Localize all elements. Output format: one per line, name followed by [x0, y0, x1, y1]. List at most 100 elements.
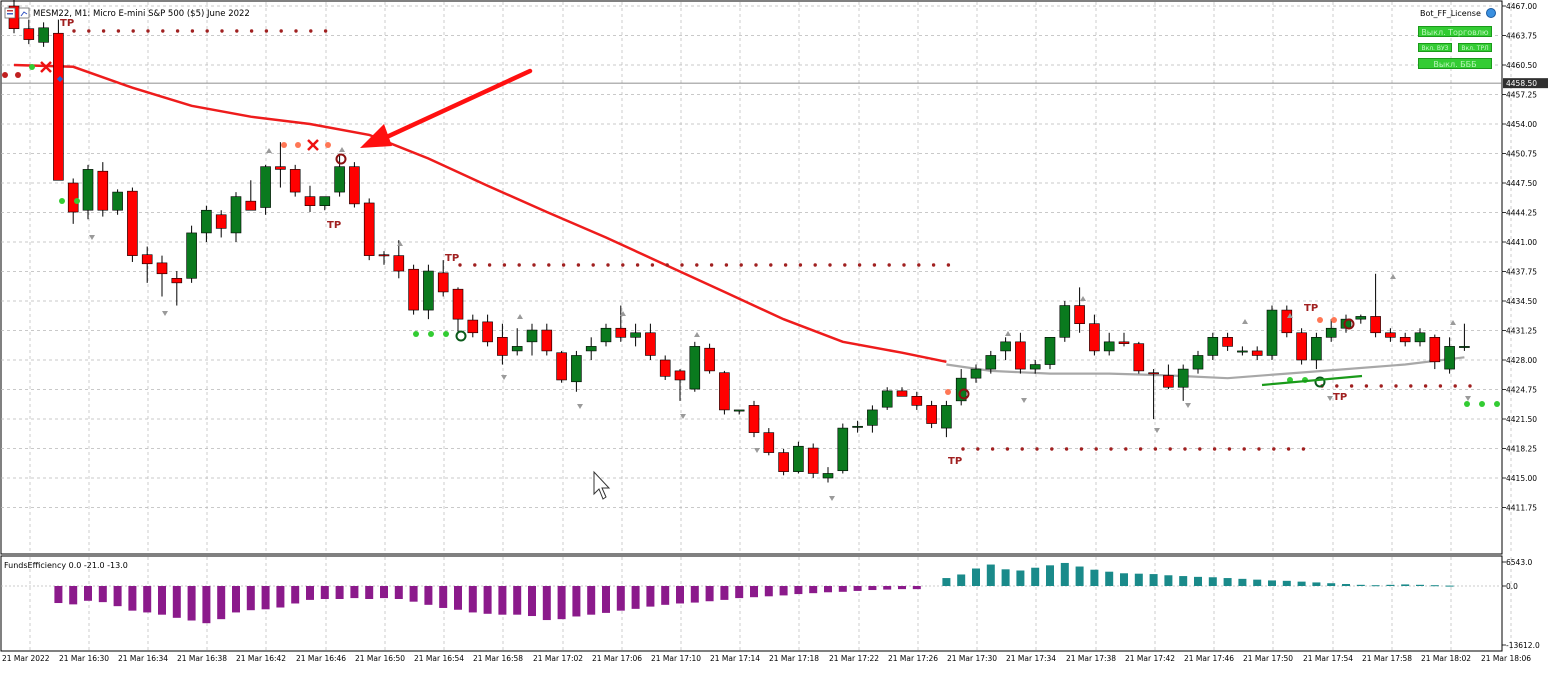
- positive-histogram-bar: [972, 568, 980, 586]
- bearish-candle: [541, 329, 553, 352]
- take-profit-dot: [576, 263, 581, 267]
- take-profit-dot: [621, 263, 625, 267]
- position-marker-icon: [455, 330, 467, 342]
- take-profit-dot: [754, 263, 758, 267]
- positive-histogram-bar: [942, 578, 951, 586]
- take-profit-dot: [857, 263, 862, 267]
- negative-histogram-bar: [912, 586, 921, 590]
- take-profit-dot: [695, 263, 699, 267]
- fractal-down-arrow-icon: [829, 496, 835, 501]
- take-profit-dot: [116, 29, 121, 33]
- negative-histogram-bar: [690, 586, 699, 603]
- take-profit-dot: [235, 29, 239, 33]
- sell-signal-dot: [945, 389, 951, 395]
- negative-histogram-bar: [868, 586, 877, 591]
- bullish-candle: [1414, 332, 1426, 343]
- bullish-candle: [1192, 355, 1204, 370]
- entry-diamond-icon: [57, 76, 63, 82]
- grid: [1, 2, 1512, 650]
- positive-histogram-bar: [1297, 581, 1306, 586]
- toggle-bbb-button[interactable]: Выкл. БББ: [1418, 58, 1492, 69]
- positive-histogram-bar: [1312, 582, 1321, 586]
- bearish-candle: [349, 166, 360, 205]
- negative-histogram-bar: [276, 586, 285, 608]
- negative-histogram-bar: [291, 586, 300, 604]
- take-profit-dot: [175, 29, 180, 33]
- symbol-header: MESM22, M1: Micro E-mini S&P 500 ($5) Ju…: [4, 7, 250, 19]
- buy-signal-dot: [1494, 401, 1500, 407]
- bullish-candle: [689, 346, 701, 390]
- fractal-up-arrow-icon: [517, 314, 523, 319]
- positive-histogram-bar: [1238, 578, 1247, 586]
- bullish-candle: [1044, 337, 1056, 365]
- fractal-up-arrow-icon: [1390, 274, 1396, 279]
- time-tick-label: 21 Mar 17:38: [1066, 654, 1116, 663]
- fractal-down-arrow-icon: [680, 414, 686, 419]
- take-profit-dot: [976, 447, 980, 451]
- bullish-candle: [881, 390, 893, 408]
- time-tick-label: 21 Mar 2022: [2, 654, 50, 663]
- fractal-up-arrow-icon: [397, 241, 403, 246]
- negative-histogram-bar: [542, 586, 551, 621]
- bullish-candle: [970, 368, 982, 379]
- bearish-candle: [1296, 332, 1307, 361]
- take-profit-dot: [946, 263, 951, 267]
- bullish-candle: [1444, 346, 1455, 370]
- bearish-candle: [748, 405, 760, 433]
- bearish-candle: [275, 166, 286, 170]
- bearish-candle: [67, 182, 79, 213]
- take-profit-dot: [872, 263, 877, 267]
- bearish-candle: [408, 268, 419, 311]
- time-tick-label: 21 Mar 16:46: [296, 654, 346, 663]
- take-profit-dot: [843, 263, 847, 267]
- negative-histogram-bar: [128, 586, 137, 611]
- fractal-down-arrow-icon: [1185, 403, 1191, 408]
- bearish-candle: [1370, 316, 1381, 334]
- fractal-up-arrow-icon: [620, 311, 626, 316]
- bearish-candle: [659, 359, 671, 377]
- position-marker-icon: [1314, 376, 1326, 388]
- positive-histogram-bar: [1194, 576, 1202, 586]
- bearish-candle: [156, 262, 168, 275]
- take-profit-dot: [769, 263, 773, 267]
- chart-type-icon[interactable]: [18, 7, 30, 19]
- enable-trl-button[interactable]: Вкл. ТРЛ: [1458, 43, 1492, 52]
- negative-histogram-bar: [587, 586, 596, 615]
- negative-histogram-bar: [779, 586, 788, 596]
- negative-histogram-bar: [261, 586, 270, 610]
- enable-vuz-button[interactable]: Вкл. ВУЗ: [1418, 43, 1452, 52]
- negative-histogram-bar: [335, 586, 344, 599]
- take-profit-dot: [1301, 447, 1306, 451]
- indicator-title: FundsEfficiency 0.0 -21.0 -13.0: [4, 561, 128, 570]
- bearish-candle: [452, 288, 464, 320]
- negative-histogram-bar: [483, 586, 492, 614]
- fractal-down-arrow-icon: [162, 311, 168, 316]
- toggle-trading-button[interactable]: Выкл. Торговлю: [1418, 26, 1492, 37]
- time-tick-label: 21 Mar 18:02: [1421, 654, 1471, 663]
- bullish-candle: [733, 409, 745, 412]
- fractal-down-arrow-icon: [89, 235, 95, 240]
- bearish-candle: [1089, 323, 1100, 352]
- take-profit-dot: [1242, 447, 1246, 451]
- bearish-candle: [719, 372, 730, 411]
- tp-label: TP: [60, 18, 74, 29]
- negative-histogram-bar: [306, 586, 314, 600]
- negative-histogram-bar: [54, 586, 63, 604]
- bearish-candle: [896, 390, 908, 397]
- sell-signal-dot: [325, 142, 331, 148]
- bearish-candle: [807, 447, 819, 474]
- time-tick-label: 21 Mar 16:34: [118, 654, 168, 663]
- bearish-candle: [1015, 341, 1026, 370]
- negative-histogram-bar: [217, 586, 226, 620]
- positive-histogram-bar: [1031, 567, 1040, 586]
- take-profit-dot: [487, 263, 492, 267]
- buy-signal-dot: [29, 64, 35, 70]
- take-profit-dot: [1227, 447, 1232, 451]
- take-profit-dot: [1124, 447, 1128, 451]
- bearish-candle: [363, 202, 375, 256]
- indicator-plot-frame: [0, 555, 1503, 652]
- positive-histogram-bar: [986, 564, 995, 586]
- bullish-candle: [319, 196, 331, 206]
- positive-histogram-bar: [1134, 573, 1143, 586]
